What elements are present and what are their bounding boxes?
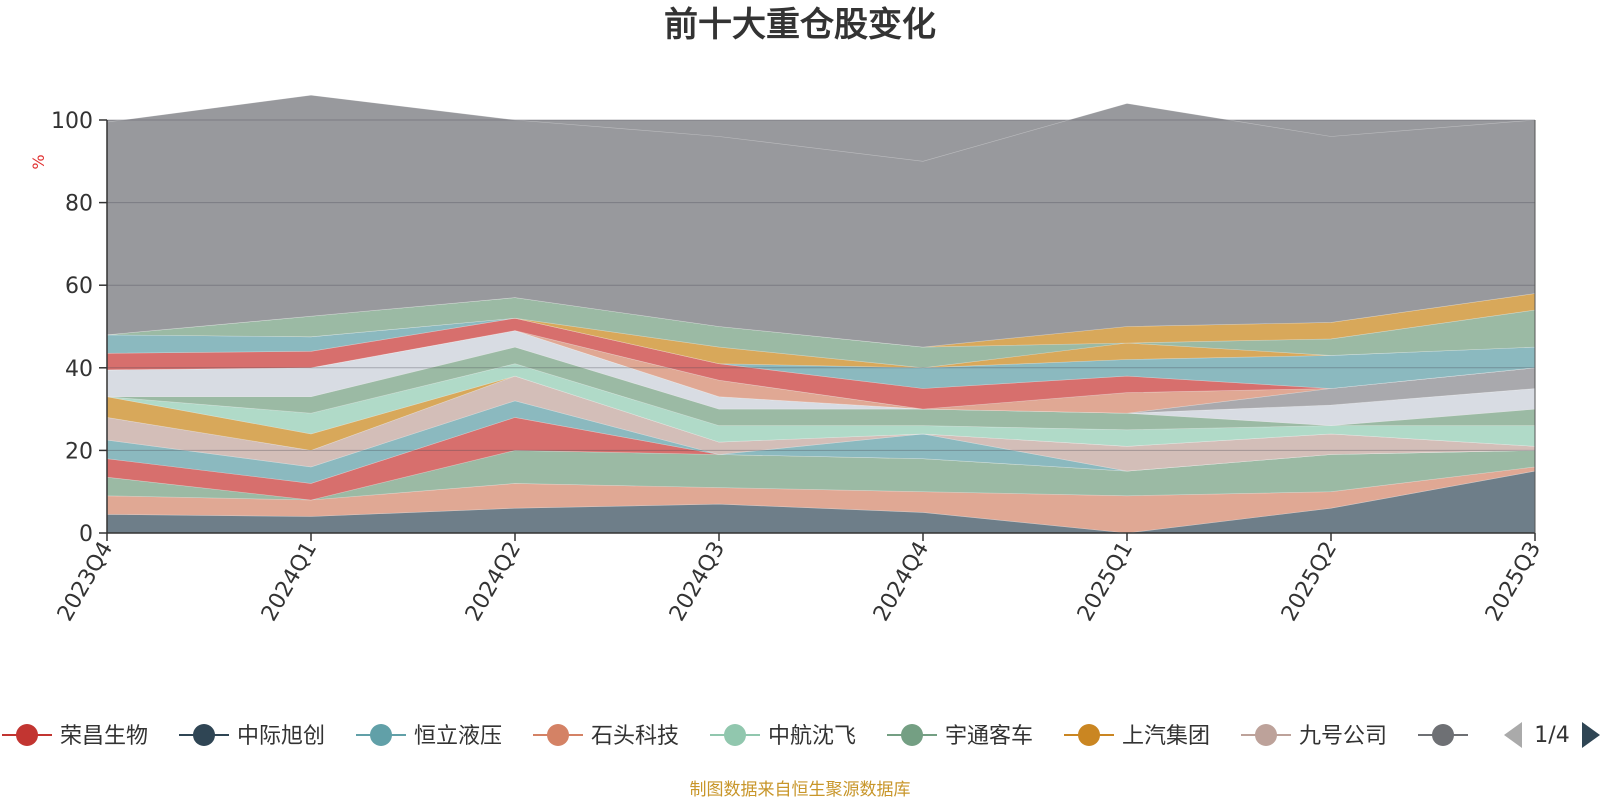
legend-dot-icon [1078, 724, 1100, 746]
legend: 荣昌生物 中际旭创 恒立液压 石头科技 中航沈飞 宇通客车 上汽集团 九号公司 [2, 724, 1468, 749]
legend-dot-icon [1432, 724, 1454, 746]
legend-dot-icon [370, 724, 392, 746]
y-tick-label: 60 [65, 274, 93, 299]
x-tick-label: 2025Q1 [1073, 538, 1138, 626]
legend-page-indicator: 1/4 [1534, 723, 1569, 748]
legend-prev-icon[interactable] [1504, 722, 1522, 748]
axes [106, 120, 1536, 534]
legend-item[interactable]: 上汽集团 [1064, 724, 1210, 749]
legend-label: 石头科技 [591, 724, 679, 749]
legend-item[interactable] [1418, 724, 1468, 746]
y-tick-label: 0 [79, 522, 93, 547]
x-tick-label: 2024Q3 [665, 538, 730, 626]
y-tick-label: 80 [65, 192, 93, 217]
legend-dot-icon [16, 724, 38, 746]
x-axis-ticks: 2023Q4 2024Q1 2024Q2 2024Q3 2024Q4 2025Q1 2025… [53, 533, 1546, 626]
x-tick-label: 2024Q1 [257, 538, 322, 626]
y-tick-label: 40 [65, 357, 93, 382]
legend-item[interactable]: 中际旭创 [179, 724, 325, 749]
legend-dot-icon [901, 724, 923, 746]
legend-item[interactable]: 中航沈飞 [710, 724, 856, 749]
area-4 [106, 417, 1536, 501]
area-series [106, 94, 1536, 534]
gridlines [107, 119, 1535, 451]
legend-label: 恒立液压 [414, 724, 502, 749]
chart-title: 前十大重仓股变化 [664, 5, 936, 45]
legend-item[interactable]: 恒立液压 [356, 724, 502, 749]
y-tick-label: 100 [51, 109, 93, 134]
legend-label: 上汽集团 [1122, 724, 1210, 749]
legend-label: 中航沈飞 [768, 724, 856, 749]
y-axis-label: % [29, 154, 48, 169]
legend-pager: 1/4 [1504, 722, 1600, 748]
footer-source: 制图数据来自恒生聚源数据库 [690, 780, 911, 800]
legend-label: 中际旭创 [237, 724, 325, 749]
legend-next-icon[interactable] [1582, 722, 1600, 748]
x-tick-label: 2023Q4 [53, 538, 118, 626]
legend-item[interactable]: 荣昌生物 [2, 724, 148, 749]
legend-item[interactable]: 石头科技 [533, 724, 679, 749]
x-tick-label: 2024Q4 [869, 538, 934, 626]
legend-dot-icon [724, 724, 746, 746]
legend-dot-icon [1255, 724, 1277, 746]
legend-label: 九号公司 [1299, 724, 1387, 749]
y-tick-label: 20 [65, 439, 93, 464]
legend-dot-icon [547, 724, 569, 746]
legend-label: 宇通客车 [945, 724, 1033, 749]
legend-label: 荣昌生物 [60, 724, 148, 749]
x-tick-label: 2025Q2 [1277, 538, 1342, 626]
legend-item[interactable]: 宇通客车 [887, 724, 1033, 749]
x-tick-label: 2024Q2 [461, 538, 526, 626]
y-axis-ticks: 0 20 40 60 80 100 [51, 109, 107, 547]
legend-dot-icon [193, 724, 215, 746]
x-tick-label: 2025Q3 [1481, 538, 1546, 626]
legend-item[interactable]: 九号公司 [1241, 724, 1387, 749]
